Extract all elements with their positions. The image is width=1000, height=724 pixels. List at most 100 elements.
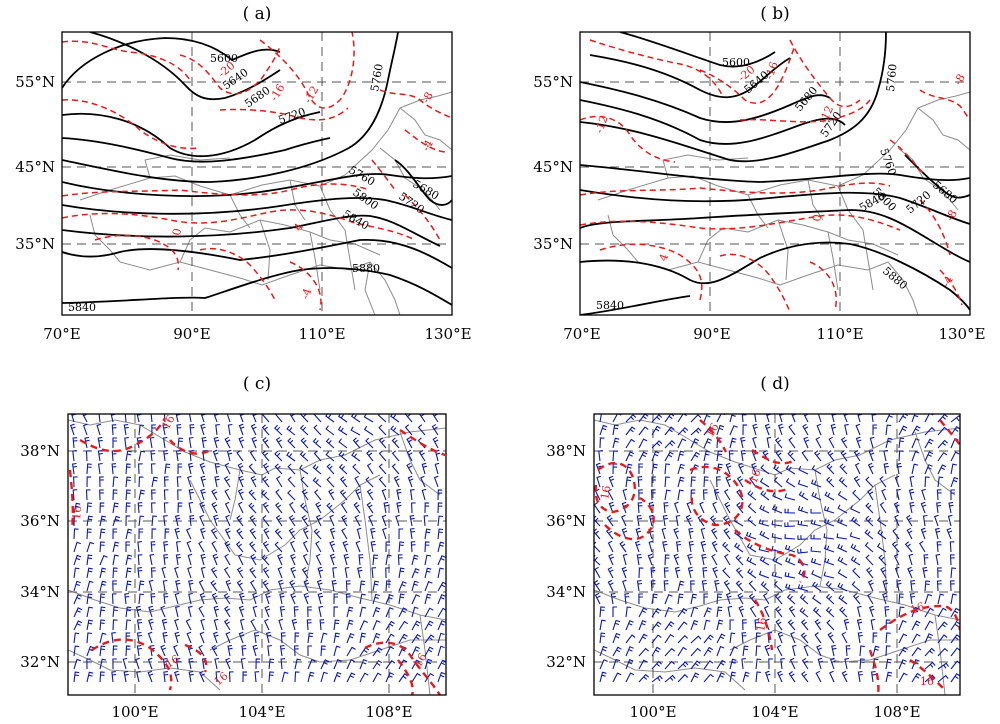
wind-barb bbox=[651, 621, 662, 631]
wind-barb bbox=[406, 462, 413, 475]
wind-barb bbox=[625, 672, 635, 683]
wind-barb bbox=[125, 619, 131, 631]
wind-barb bbox=[86, 502, 92, 514]
wind-barb bbox=[651, 476, 656, 487]
wind-barb bbox=[125, 489, 131, 501]
temperature-label: -4 bbox=[299, 287, 315, 302]
wind-barb bbox=[249, 541, 257, 553]
wind-barb bbox=[687, 553, 693, 566]
wind-barb bbox=[852, 489, 861, 501]
wind-barb bbox=[778, 423, 784, 436]
wind-barb bbox=[398, 541, 404, 553]
wind-barb bbox=[390, 425, 400, 436]
wind-barb bbox=[73, 567, 80, 579]
wind-barb bbox=[261, 554, 270, 566]
wind-barb bbox=[817, 414, 822, 423]
wind-barb bbox=[331, 579, 337, 592]
wind-barb bbox=[823, 533, 835, 540]
wind-barb bbox=[433, 475, 439, 488]
wind-barb bbox=[608, 475, 615, 488]
wind-barb bbox=[289, 579, 296, 592]
wind-barb bbox=[937, 439, 948, 449]
wind-barb bbox=[823, 544, 835, 553]
temperature-label: -8 bbox=[951, 72, 968, 88]
wind-barb bbox=[420, 475, 426, 488]
wind-barb bbox=[879, 501, 887, 514]
wind-barb bbox=[346, 606, 354, 618]
wind-barb bbox=[340, 501, 348, 514]
height-label: 5760 bbox=[368, 63, 386, 93]
wind-barb bbox=[878, 554, 887, 566]
wind-barb bbox=[86, 619, 93, 631]
wind-barb bbox=[734, 542, 744, 553]
wind-barb bbox=[281, 671, 289, 683]
wind-barb bbox=[317, 592, 324, 605]
wind-barb bbox=[378, 437, 387, 449]
panel-c-gridlines bbox=[68, 414, 446, 695]
wind-barb bbox=[248, 502, 257, 514]
wind-barb bbox=[355, 488, 361, 501]
wind-barb bbox=[199, 462, 206, 475]
wind-barb bbox=[409, 514, 415, 527]
wind-barb bbox=[697, 515, 705, 527]
wind-barb bbox=[599, 424, 608, 436]
lat-tick-label: 45°N bbox=[533, 158, 573, 176]
wind-barb bbox=[251, 436, 258, 449]
wind-barb bbox=[896, 579, 902, 592]
wind-barb bbox=[174, 592, 180, 605]
wind-barb bbox=[366, 488, 374, 501]
height-label: 5600 bbox=[210, 52, 238, 65]
speed-label: 16 bbox=[598, 484, 613, 500]
wind-barb bbox=[173, 670, 180, 683]
panel-a-boundaries bbox=[79, 91, 452, 315]
wind-barb bbox=[299, 451, 309, 462]
wind-barb bbox=[801, 657, 809, 670]
wind-barb bbox=[312, 477, 322, 488]
wind-barb bbox=[864, 542, 874, 553]
wind-barb bbox=[210, 527, 218, 540]
wind-barb bbox=[701, 579, 707, 592]
wind-barb bbox=[359, 580, 366, 592]
wind-barb bbox=[187, 605, 193, 618]
wind-barb bbox=[236, 515, 244, 527]
wind-barb bbox=[774, 437, 783, 449]
wind-barb bbox=[437, 659, 446, 670]
wind-barb bbox=[249, 515, 257, 527]
wind-barb bbox=[612, 424, 619, 436]
lat-tick-label: 34°N bbox=[20, 583, 60, 601]
wind-barb bbox=[924, 464, 933, 475]
wind-barb bbox=[853, 476, 861, 488]
wind-barb bbox=[151, 515, 157, 527]
wind-barb bbox=[921, 488, 926, 501]
wind-barb bbox=[343, 553, 350, 566]
wind-barb bbox=[300, 437, 309, 449]
wind-barb bbox=[664, 451, 674, 462]
wind-barb bbox=[867, 579, 874, 592]
wind-barb bbox=[437, 581, 446, 592]
wind-barb bbox=[651, 463, 658, 475]
wind-barb bbox=[634, 540, 641, 553]
panel-b: ( b) bbox=[533, 4, 985, 343]
wind-barb bbox=[411, 567, 420, 579]
wind-barb bbox=[325, 425, 335, 436]
wind-barb bbox=[274, 541, 283, 553]
wind-barb bbox=[346, 659, 356, 670]
panel-b-lon-ticks: 70°E 90°E 110°E 130°E bbox=[563, 325, 985, 343]
wind-barb bbox=[742, 619, 747, 631]
wind-barb bbox=[341, 514, 348, 527]
wind-barb bbox=[112, 528, 118, 540]
wind-barb bbox=[638, 426, 649, 436]
wind-barb bbox=[824, 491, 835, 501]
wind-barb bbox=[137, 554, 143, 566]
wind-barb bbox=[406, 436, 413, 449]
wind-barb bbox=[86, 463, 92, 475]
wind-barb bbox=[434, 462, 440, 475]
wind-barb bbox=[742, 671, 750, 683]
wind-barb bbox=[274, 463, 283, 475]
wind-barb bbox=[225, 514, 231, 527]
wind-barb bbox=[827, 632, 835, 644]
wind-barb bbox=[238, 605, 245, 618]
wind-barb bbox=[215, 424, 220, 436]
wind-barb bbox=[638, 489, 643, 501]
wind-barb bbox=[199, 592, 206, 605]
